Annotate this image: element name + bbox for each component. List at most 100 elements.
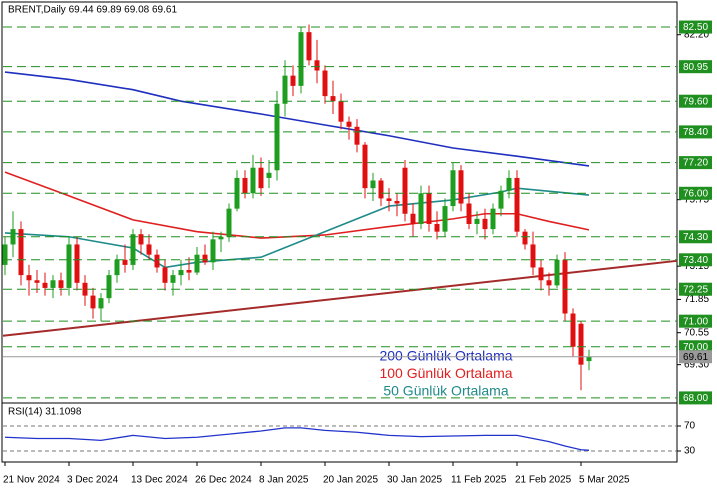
candle-body: [434, 223, 440, 232]
candle-body: [298, 32, 304, 86]
candle-body: [234, 177, 240, 209]
x-tick-label: 3 Dec 2024: [67, 475, 119, 486]
candle-body: [330, 96, 336, 102]
candle-body: [186, 270, 192, 273]
candle-body: [386, 198, 392, 201]
level-box: [679, 340, 712, 354]
level-box: [679, 125, 712, 139]
x-tick-label: 5 Mar 2025: [579, 475, 630, 486]
candle-body: [346, 121, 352, 127]
rsi-line: [4, 427, 590, 451]
candle-body: [58, 280, 64, 288]
last-price-box: [679, 350, 712, 364]
level-label: 71.00: [683, 316, 708, 327]
candle-body: [258, 167, 264, 189]
candle-body: [338, 101, 344, 122]
y-tick-label: 70: [684, 421, 696, 432]
candle-body: [506, 177, 512, 191]
moving-average: [4, 71, 590, 167]
candle-body: [178, 270, 184, 276]
candle-body: [418, 193, 424, 224]
level-label: 78.40: [683, 127, 708, 138]
candle-body: [218, 236, 224, 240]
x-tick-label: 30 Jan 2025: [387, 475, 442, 486]
candle-body: [98, 298, 104, 309]
candle-body: [90, 295, 96, 309]
candle-body: [122, 259, 128, 265]
x-tick-label: 8 Jan 2025: [259, 475, 309, 486]
candle-body: [354, 126, 360, 145]
candle-body: [466, 203, 472, 224]
x-tick-label: 20 Jan 2025: [323, 475, 378, 486]
candle-body: [586, 356, 592, 362]
level-box: [679, 314, 712, 328]
candle-body: [570, 313, 576, 347]
y-tick-label: 69.30: [684, 359, 709, 370]
candle-body: [170, 275, 176, 283]
candle-body: [306, 32, 312, 61]
x-tick-label: 21 Feb 2025: [515, 475, 572, 486]
level-box: [679, 230, 712, 244]
candle-body: [42, 282, 48, 288]
level-label: 70.00: [683, 342, 708, 353]
candle-body: [242, 177, 248, 194]
candle-body: [10, 229, 16, 245]
candle-body: [426, 193, 432, 224]
candle-body: [530, 244, 536, 268]
x-tick-label: 11 Feb 2025: [451, 475, 507, 486]
candle-body: [522, 231, 528, 245]
level-label: 77.20: [683, 158, 708, 169]
level-box: [679, 94, 712, 108]
level-label: 72.25: [683, 284, 708, 295]
level-box: [679, 391, 712, 405]
level-box: [679, 60, 712, 74]
candle-body: [146, 244, 152, 255]
legend-entry: 100 Günlük Ortalama: [379, 365, 512, 381]
candle-body: [226, 208, 232, 237]
candle-body: [250, 167, 256, 194]
candle-body: [274, 103, 280, 171]
y-tick-label: 82.20: [684, 29, 709, 40]
candle-body: [362, 144, 368, 189]
candle-body: [290, 75, 296, 86]
candle-body: [538, 267, 544, 281]
level-label: 74.30: [683, 232, 708, 243]
candle-body: [26, 275, 32, 281]
candle-body: [82, 282, 88, 296]
candle-body: [266, 172, 272, 178]
x-tick-label: 13 Dec 2024: [131, 475, 188, 486]
candle-body: [50, 280, 56, 288]
candle-body: [202, 254, 208, 263]
last-price-label: 69.61: [683, 352, 708, 363]
candle-body: [514, 177, 520, 232]
y-tick-label: 75.75: [684, 194, 709, 205]
candle-body: [402, 167, 408, 214]
candle-body: [490, 208, 496, 230]
candle-body: [18, 229, 24, 276]
candle-body: [378, 180, 384, 199]
candle-body: [370, 180, 376, 189]
y-tick-label: 70.55: [684, 327, 709, 338]
candle-body: [394, 200, 400, 204]
candle-body: [450, 170, 456, 207]
candle-body: [562, 259, 568, 314]
candle-body: [322, 70, 328, 97]
level-box: [679, 253, 712, 267]
frame: [1, 1, 678, 463]
candle-body: [410, 213, 416, 224]
candle-body: [578, 323, 584, 365]
candle-body: [442, 206, 448, 232]
level-box: [679, 282, 712, 296]
candle-body: [194, 254, 200, 273]
candle-body: [498, 190, 504, 209]
candle-body: [314, 60, 320, 71]
level-label: 82.50: [683, 22, 708, 33]
candle-body: [458, 170, 464, 204]
x-tick-label: 21 Nov 2024: [3, 475, 60, 486]
candle-body: [106, 275, 112, 299]
level-label: 76.00: [683, 188, 708, 199]
x-tick-label: 26 Dec 2024: [195, 475, 252, 486]
y-tick-label: 71.85: [684, 294, 709, 305]
candle-body: [282, 75, 288, 104]
